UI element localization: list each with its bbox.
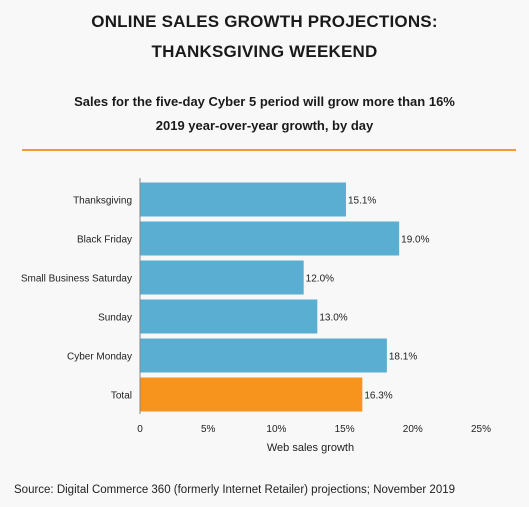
x-tick-label-5: 5% xyxy=(201,424,216,435)
category-label-sunday: Sunday xyxy=(98,313,132,324)
data-label-black-friday: 19.0% xyxy=(401,235,429,246)
chart-subtitle-line-2: 2019 year-over-year growth, by day xyxy=(155,118,374,133)
x-tick-label-20: 20% xyxy=(403,424,423,435)
chart-subtitle-line-1: Sales for the five-day Cyber 5 period wi… xyxy=(74,94,455,109)
bar-cyber-monday xyxy=(140,338,387,373)
divider-rule xyxy=(22,149,516,151)
x-tick-label-25: 25% xyxy=(471,424,491,435)
category-label-small-business-saturday: Small Business Saturday xyxy=(21,274,132,285)
data-label-thanksgiving: 15.1% xyxy=(348,196,376,207)
bar-chart: Thanksgiving 15.1% Black Friday 19.0% Small … xyxy=(21,178,491,454)
bar-sunday xyxy=(140,299,318,334)
data-label-sunday: 13.0% xyxy=(319,313,347,324)
x-tick-label-15: 15% xyxy=(335,424,355,435)
chart-title-line-2: THANKSGIVING WEEKEND xyxy=(151,42,378,61)
x-tick-label-10: 10% xyxy=(266,424,286,435)
category-label-total: Total xyxy=(111,391,132,402)
category-label-cyber-monday: Cyber Monday xyxy=(67,352,132,363)
data-label-total: 16.3% xyxy=(364,391,392,402)
x-axis-title: Web sales growth xyxy=(267,442,354,454)
source-note: Source: Digital Commerce 360 (formerly I… xyxy=(14,484,456,496)
chart-title-line-1: ONLINE SALES GROWTH PROJECTIONS: xyxy=(91,12,438,31)
category-label-black-friday: Black Friday xyxy=(77,235,132,246)
x-tick-label-0: 0 xyxy=(137,424,143,435)
category-label-thanksgiving: Thanksgiving xyxy=(73,196,132,207)
bar-black-friday xyxy=(140,221,400,256)
bar-small-business-saturday xyxy=(140,260,304,295)
bar-total xyxy=(140,377,363,412)
data-label-cyber-monday: 18.1% xyxy=(389,352,417,363)
bar-thanksgiving xyxy=(140,182,346,217)
data-label-small-business-saturday: 12.0% xyxy=(306,274,334,285)
